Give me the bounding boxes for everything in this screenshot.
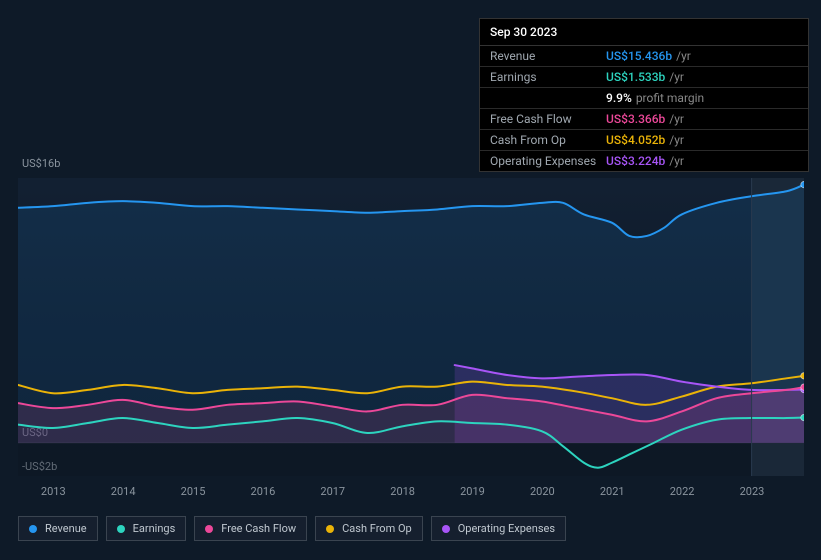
x-tick-label: 2022 bbox=[670, 485, 695, 498]
legend-label: Cash From Op bbox=[342, 522, 412, 535]
tooltip-row: Operating ExpensesUS$3.224b/yr bbox=[480, 151, 808, 171]
tooltip-row-label: Revenue bbox=[490, 49, 606, 63]
tooltip-row-value: US$4.052b/yr bbox=[606, 133, 684, 147]
legend-item-operating-expenses[interactable]: Operating Expenses bbox=[431, 516, 566, 541]
legend: Revenue Earnings Free Cash Flow Cash From O… bbox=[18, 516, 566, 541]
tooltip-row-label bbox=[490, 91, 606, 105]
legend-label: Revenue bbox=[45, 522, 87, 535]
legend-item-cash-from-op[interactable]: Cash From Op bbox=[315, 516, 423, 541]
legend-label: Free Cash Flow bbox=[221, 522, 296, 535]
x-tick-label: 2016 bbox=[251, 485, 276, 498]
tooltip-row-label: Earnings bbox=[490, 70, 606, 84]
legend-label: Earnings bbox=[133, 522, 176, 535]
legend-dot-icon bbox=[29, 525, 37, 533]
tooltip-row-value: US$15.436b/yr bbox=[606, 49, 691, 63]
legend-item-revenue[interactable]: Revenue bbox=[18, 516, 98, 541]
tooltip-row-label: Free Cash Flow bbox=[490, 112, 606, 126]
x-tick-label: 2014 bbox=[111, 485, 136, 498]
tooltip-row-value: US$3.224b/yr bbox=[606, 154, 684, 168]
tooltip-row: Cash From OpUS$4.052b/yr bbox=[480, 130, 808, 151]
x-tick-label: 2020 bbox=[530, 485, 555, 498]
tooltip-row: EarningsUS$1.533b/yr bbox=[480, 67, 808, 88]
x-tick-label: 2015 bbox=[181, 485, 206, 498]
x-tick-label: 2019 bbox=[460, 485, 485, 498]
x-tick-label: 2018 bbox=[390, 485, 415, 498]
legend-label: Operating Expenses bbox=[458, 522, 555, 535]
tooltip-row-label: Cash From Op bbox=[490, 133, 606, 147]
tooltip-row-value: 9.9%profit margin bbox=[606, 91, 704, 105]
tooltip-date: Sep 30 2023 bbox=[480, 19, 808, 46]
plot-svg bbox=[18, 178, 804, 476]
tooltip-rows: RevenueUS$15.436b/yrEarningsUS$1.533b/yr… bbox=[480, 46, 808, 171]
legend-dot-icon bbox=[117, 525, 125, 533]
legend-dot-icon bbox=[205, 525, 213, 533]
tooltip-row: 9.9%profit margin bbox=[480, 88, 808, 109]
legend-item-earnings[interactable]: Earnings bbox=[106, 516, 187, 541]
legend-item-free-cash-flow[interactable]: Free Cash Flow bbox=[194, 516, 307, 541]
x-tick-label: 2013 bbox=[41, 485, 66, 498]
data-tooltip: Sep 30 2023 RevenueUS$15.436b/yrEarnings… bbox=[479, 18, 809, 172]
y-tick-label: US$16b bbox=[22, 157, 60, 170]
legend-dot-icon bbox=[442, 525, 450, 533]
legend-dot-icon bbox=[326, 525, 334, 533]
x-tick-label: 2021 bbox=[600, 485, 625, 498]
tooltip-row: Free Cash FlowUS$3.366b/yr bbox=[480, 109, 808, 130]
x-tick-label: 2017 bbox=[320, 485, 345, 498]
tooltip-row-label: Operating Expenses bbox=[490, 154, 606, 168]
chart-area[interactable]: US$16b US$0 -US$2b bbox=[18, 160, 804, 500]
tooltip-row-value: US$1.533b/yr bbox=[606, 70, 684, 84]
tooltip-row: RevenueUS$15.436b/yr bbox=[480, 46, 808, 67]
x-tick-label: 2023 bbox=[740, 485, 765, 498]
tooltip-row-value: US$3.366b/yr bbox=[606, 112, 684, 126]
